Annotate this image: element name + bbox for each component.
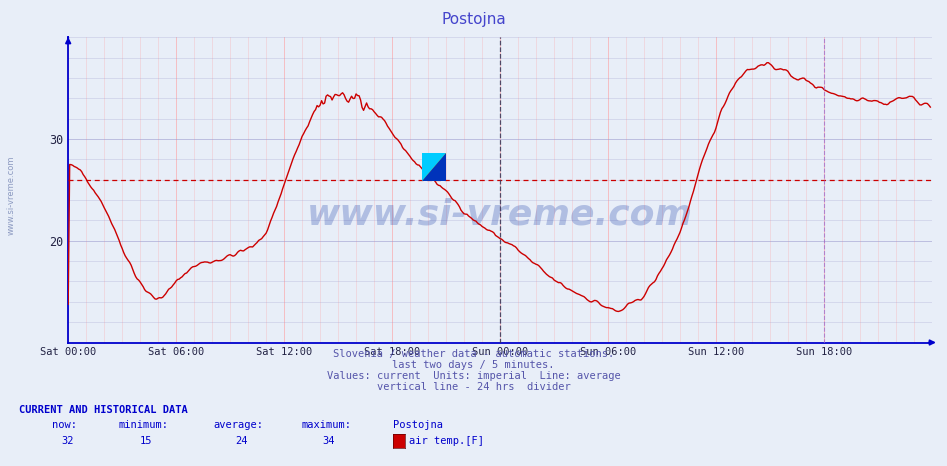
Text: Values: current  Units: imperial  Line: average: Values: current Units: imperial Line: av… bbox=[327, 371, 620, 381]
Text: www.si-vreme.com: www.si-vreme.com bbox=[307, 197, 693, 231]
Text: Postojna: Postojna bbox=[441, 12, 506, 27]
Text: 34: 34 bbox=[322, 436, 334, 445]
Text: 15: 15 bbox=[140, 436, 152, 445]
Polygon shape bbox=[422, 153, 446, 181]
Text: 24: 24 bbox=[235, 436, 247, 445]
Text: last two days / 5 minutes.: last two days / 5 minutes. bbox=[392, 360, 555, 370]
Text: CURRENT AND HISTORICAL DATA: CURRENT AND HISTORICAL DATA bbox=[19, 405, 188, 415]
Text: air temp.[F]: air temp.[F] bbox=[409, 436, 484, 445]
Text: 32: 32 bbox=[62, 436, 74, 445]
Text: average:: average: bbox=[213, 420, 263, 430]
Text: Postojna: Postojna bbox=[393, 420, 443, 430]
Text: Slovenia / weather data - automatic stations.: Slovenia / weather data - automatic stat… bbox=[333, 349, 614, 358]
Text: vertical line - 24 hrs  divider: vertical line - 24 hrs divider bbox=[377, 382, 570, 392]
Text: maximum:: maximum: bbox=[301, 420, 351, 430]
Text: www.si-vreme.com: www.si-vreme.com bbox=[7, 156, 16, 235]
Polygon shape bbox=[422, 153, 446, 181]
Text: minimum:: minimum: bbox=[118, 420, 169, 430]
Text: now:: now: bbox=[52, 420, 77, 430]
